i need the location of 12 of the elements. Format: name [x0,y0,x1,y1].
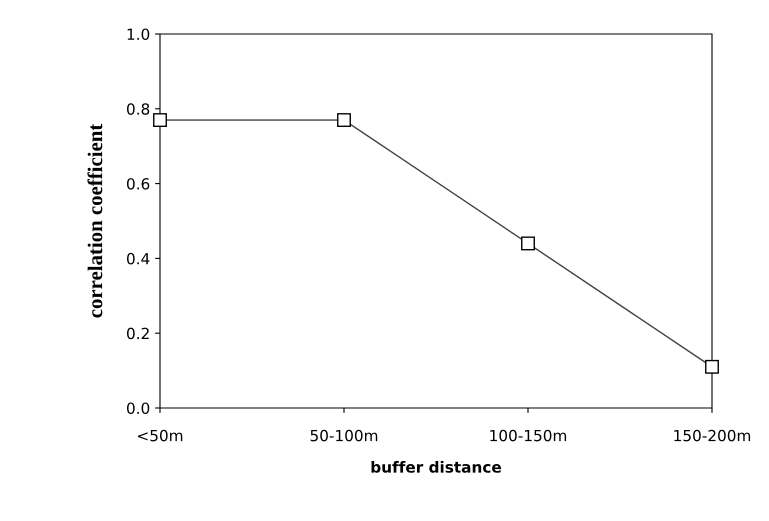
x-tick-label: <50m [138,430,182,442]
y-axis-title: correlation coefficient [87,124,102,318]
y-tick-label: 0.8 [126,103,150,115]
x-tick-label: 50-100m [310,430,378,442]
y-tick-label: 1.0 [128,28,150,40]
y-tick-label: 0.6 [126,178,150,190]
y-tick-label: 0.2 [126,328,149,340]
y-tick-label: 0.4 [126,252,150,264]
x-axis-title: buffer distance [372,460,502,473]
x-tick-label: 150-200m [674,430,750,442]
y-tick-label: 0.0 [126,402,150,414]
x-tick-label: 100-150m [490,430,566,442]
